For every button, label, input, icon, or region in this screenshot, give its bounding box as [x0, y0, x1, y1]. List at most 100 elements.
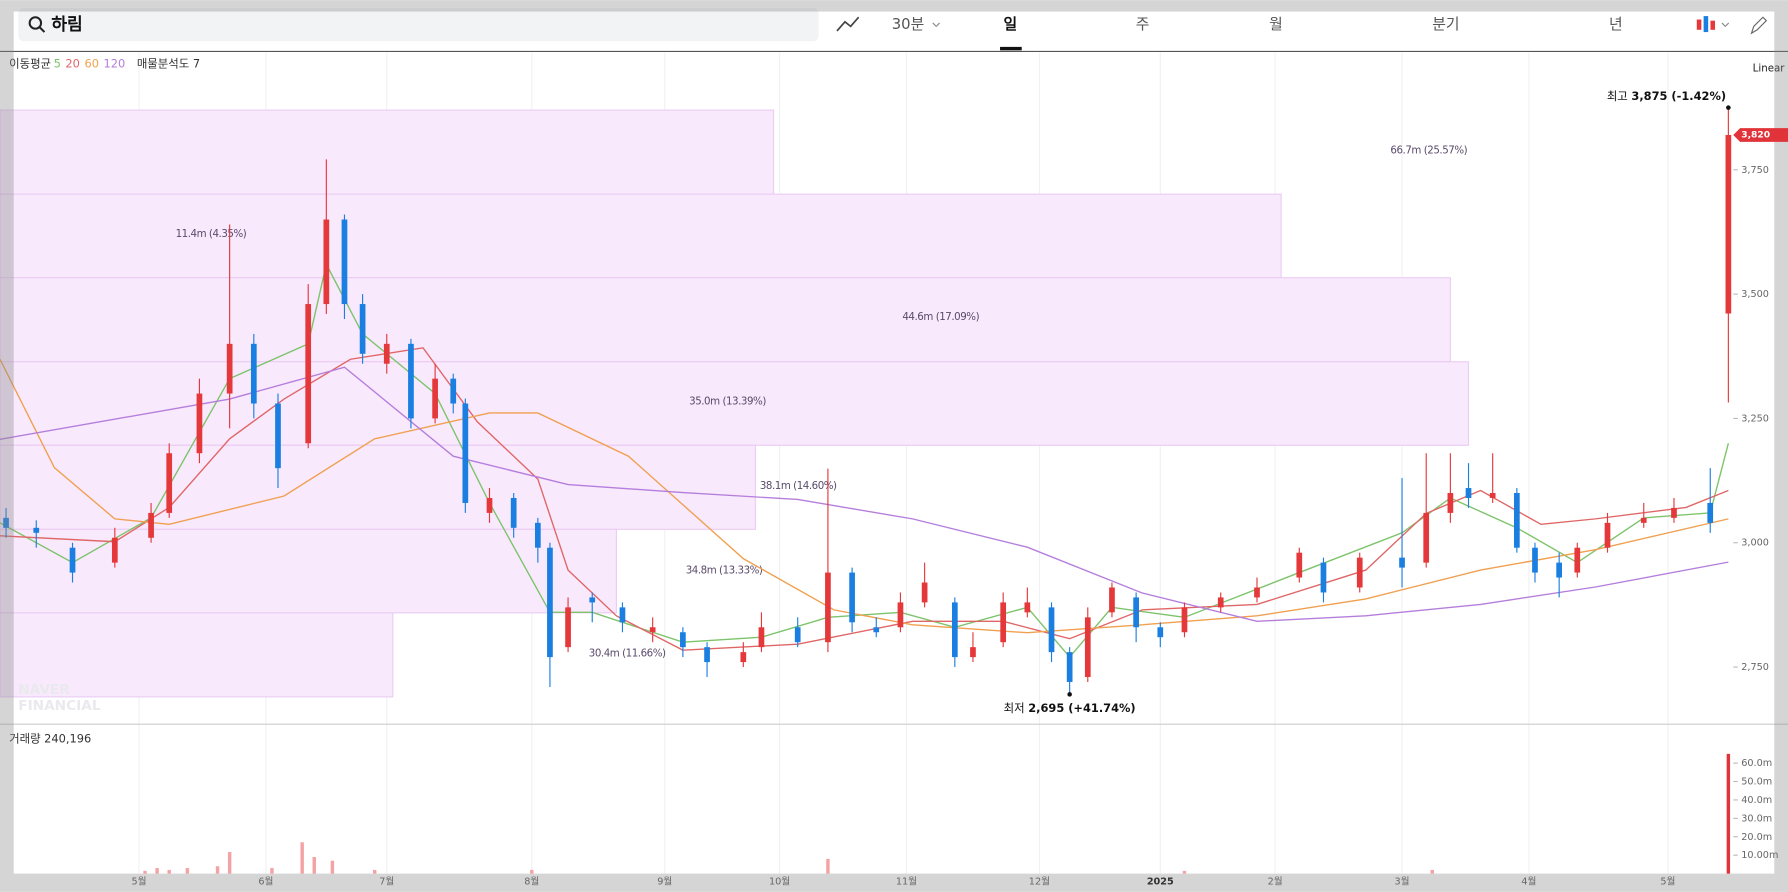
candle-body	[1000, 602, 1007, 643]
profile-label: 11.4m (4.35%)	[176, 228, 247, 240]
candle-body	[1133, 597, 1139, 628]
candle-body	[1157, 627, 1164, 638]
profile-label: 35.0m (13.39%)	[689, 396, 766, 408]
watermark: NAVER	[18, 682, 70, 698]
candle-body	[565, 607, 571, 648]
candle-body	[111, 537, 118, 563]
candle-body	[951, 602, 958, 658]
profile-band	[0, 612, 394, 698]
x-tick-label: 5월	[1660, 876, 1675, 888]
chevron	[932, 22, 941, 28]
y-tick-label: 2,750	[1741, 662, 1769, 673]
y2-tick-label: 50.0m	[1741, 777, 1772, 788]
note-value: 3,875 (-1.42%)	[1631, 89, 1726, 103]
candle-body	[758, 627, 765, 648]
candle-body	[589, 597, 596, 603]
candle-body	[649, 627, 656, 633]
chart-type-icon[interactable]	[1696, 19, 1702, 30]
toolbar: 하림 30분 일 주 월 분기 년	[0, 0, 1788, 53]
profile-band	[0, 361, 1470, 446]
tab[interactable]: 분기	[1432, 16, 1459, 33]
x-tick-label: 9월	[657, 876, 672, 888]
candle-body	[1320, 562, 1327, 593]
x-tick-label: 4월	[1521, 876, 1536, 888]
volume-bar	[143, 870, 147, 874]
y-tick-label: 3,750	[1741, 165, 1769, 176]
x-tick-label: 2025	[1147, 877, 1174, 888]
x-tick-label: 5월	[131, 876, 146, 888]
candle-body	[1217, 597, 1224, 608]
candle-body	[432, 378, 438, 419]
candle-body	[1532, 547, 1538, 573]
candle-body	[1296, 552, 1303, 578]
legend-entry: 60	[84, 56, 98, 70]
search-text[interactable]: 하림	[51, 15, 82, 35]
watermark: FINANCIAL	[18, 698, 101, 714]
tab[interactable]: 일	[1003, 16, 1017, 33]
search-box[interactable]	[18, 8, 819, 42]
edit-icon[interactable]	[1750, 16, 1768, 35]
candle-body	[323, 219, 330, 305]
candle-body	[534, 522, 541, 548]
note-prefix: 최고	[1607, 89, 1628, 103]
search-icon	[28, 16, 43, 30]
candle-body	[510, 497, 517, 528]
candle-body	[305, 304, 312, 444]
candle-body	[704, 647, 710, 663]
plot: 66.7m (25.57%) 11.4m (4.35%) 44.6m (17.09%…	[0, 52, 1732, 874]
candle-body	[1489, 493, 1496, 498]
candle-body	[250, 343, 257, 404]
extreme-note: 최저 2,695 (+41.74%)	[1004, 701, 1136, 715]
volume-bar	[155, 868, 159, 874]
dim-overlay	[1774, 11, 1788, 892]
candle-body	[1254, 587, 1260, 598]
candle-body	[1447, 493, 1454, 513]
tab[interactable]: 월	[1269, 16, 1283, 33]
chart-type-icon[interactable]	[1703, 16, 1709, 33]
tab[interactable]: 주	[1136, 16, 1150, 33]
candle-body	[619, 607, 626, 623]
extreme-marker	[1726, 105, 1731, 110]
candle-body	[1048, 607, 1055, 653]
candle-body	[1556, 562, 1563, 578]
candle-body	[1725, 134, 1732, 314]
profile-band	[0, 109, 775, 195]
extreme-marker	[1067, 692, 1072, 697]
legend-entry: 5	[54, 56, 61, 70]
candle-body	[69, 547, 76, 573]
profile-label[interactable]: 매물분석도 7	[137, 56, 200, 70]
candle-body	[1423, 512, 1430, 563]
y-tick-label: 3,000	[1741, 538, 1769, 549]
candle-body	[873, 627, 880, 633]
candle-body	[486, 497, 493, 513]
candle-body	[1707, 502, 1714, 523]
chart-type-icon[interactable]	[1710, 20, 1716, 30]
price-tag-label: 3,820	[1741, 130, 1770, 140]
indicator-icon[interactable]	[836, 16, 860, 32]
candle-body	[1604, 522, 1611, 548]
volume-bar	[215, 866, 220, 874]
search-icon	[39, 26, 46, 33]
candle-body	[3, 517, 9, 528]
scale-mode[interactable]: Linear	[1753, 63, 1786, 75]
candle-body	[1181, 607, 1188, 633]
tab-underline	[1000, 46, 1022, 51]
candle-body	[226, 343, 233, 394]
y2-tick-label: 10.00m	[1741, 850, 1778, 861]
candle-body	[1640, 517, 1647, 523]
candle-body	[1066, 652, 1073, 682]
interval-select[interactable]: 30분	[892, 16, 924, 33]
price-tag	[1733, 128, 1788, 142]
y2-tick-label: 60.0m	[1741, 758, 1772, 769]
x-tick-label: 6월	[258, 876, 273, 888]
candle-body	[740, 652, 747, 663]
volume-bar	[330, 860, 335, 874]
x-tick-label: 3월	[1394, 876, 1409, 888]
profile-band	[0, 528, 617, 614]
x-tick-label: 11월	[896, 876, 917, 888]
x-tick-label: 8월	[524, 876, 539, 888]
y-tick-label: 3,500	[1741, 289, 1769, 300]
tab[interactable]: 년	[1609, 16, 1623, 33]
